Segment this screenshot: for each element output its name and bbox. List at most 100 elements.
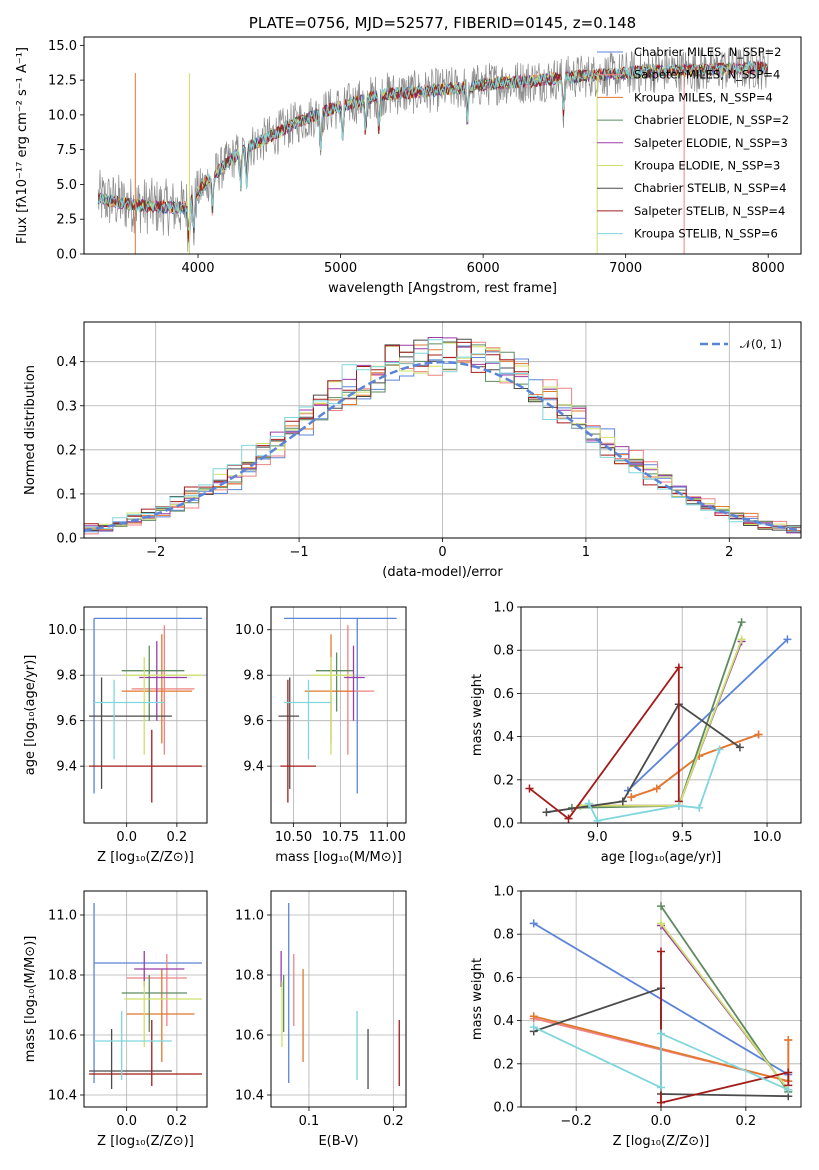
axes-frame [520,606,802,824]
panel-weight_vs_Z: −0.2 0.0 0.2 0.0 0.2 0.4 0.6 0.8 1.0 Z [log₁₀(Z/Z… [470,885,802,1149]
y-tick-label: 9.6 [243,714,264,729]
legend-label: Chabrier STELIB, N_SSP=4 [634,181,786,195]
weight-series-4 [576,637,746,810]
errorbar-point-1 [331,625,375,755]
y-tick-label: 0.4 [493,730,514,745]
errorbar-point-8 [94,679,165,760]
x-tick-label: 0.2 [167,830,188,845]
spectrum-plot-area [97,46,769,254]
weight-marker [529,919,538,928]
panel-residuals: −2 −1 0 1 2 0.0 0.1 0.2 0.3 0.4 (data-model)/error… [23,321,802,580]
errorbar-point-3 [316,652,354,712]
y-axis-label: age [log₁₀(age/yr)] [23,655,38,776]
axes-frame [520,890,802,1108]
weight-marker [657,902,665,911]
legend-label: Salpeter ELODIE, N_SSP=3 [634,136,788,150]
panel-age_vs_Z: 0.0 0.2 9.4 9.6 9.8 10.0 Z [log₁₀(Z/Z⊙)] age [l… [23,606,208,865]
x-axis-label: E(B-V) [318,1134,358,1149]
errorbar-point-2 [304,634,354,744]
x-tick-label: 0.2 [736,1114,757,1129]
weight-line [660,951,790,1104]
x-tick-label: 0.0 [116,1114,137,1129]
y-tick-label: 1.0 [493,885,514,900]
y-tick-label: 11.0 [48,909,77,924]
y-tick-label: 0.0 [56,532,77,547]
errorbar-plot-area [278,617,397,803]
x-tick-label: −0.2 [560,1114,592,1129]
x-axis-label: Z [log₁₀(Z/Z⊙)] [97,1134,194,1149]
weight-marker [737,618,746,627]
weight-marker [652,784,661,793]
y-tick-label: 0.2 [493,773,514,788]
y-tick-label: 10.8 [235,969,264,984]
model-spectrum-line-8 [97,61,768,231]
weight-marker [674,801,683,810]
spectrum-legend: Chabrier MILES, N_SSP=2 Salpeter MILES, N… [597,45,789,241]
weight-line [533,1026,789,1091]
y-tick-label: 0.0 [493,817,514,832]
y-axis-label: Flux [fλ10⁻¹⁷ erg cm⁻² s⁻¹ A⁻¹] [15,47,30,244]
x-tick-label: 0.0 [651,1114,672,1129]
weight-marker [529,1023,538,1032]
legend-label: Chabrier MILES, N_SSP=2 [634,45,781,59]
errorbar-point-5 [124,981,202,1047]
y-tick-label: 9.4 [243,760,264,775]
weight-marker [584,799,593,808]
weight-marker [618,797,627,806]
x-tick-label: −1 [290,545,309,560]
weight-marker [737,635,746,644]
x-tick-label: 0.2 [383,1114,404,1129]
y-tick-label: 0.0 [493,1101,514,1116]
histogram-legend: 𝒩(0, 1) [700,337,782,351]
x-tick-label: 5000 [324,261,357,276]
weight-marker [657,1029,665,1038]
weight-line [660,922,790,1091]
y-tick-label: 10.8 [48,969,77,984]
y-tick-label: 10.6 [235,1029,264,1044]
weight-series-5 [657,919,793,1094]
errorbar-point-4 [139,641,187,721]
weight-marker [674,663,683,672]
legend-label: Salpeter MILES, N_SSP=4 [634,68,780,82]
panel-spectrum: 4000 5000 6000 7000 8000 0.0 2.5 5.0 7.5 10.0 12.5… [15,14,802,296]
errorbar-point-0 [93,617,202,794]
y-tick-label: 0.6 [493,971,514,986]
y-tick-label: 9.6 [56,714,77,729]
x-tick-label: 10.0 [753,830,782,845]
errorbar-point-6 [89,677,172,789]
y-tick-label: 10.4 [235,1089,264,1104]
errorbar-point-5 [312,657,354,755]
errorbar-point-2 [126,969,195,1062]
errorbar-plot-area [89,617,202,803]
axes-frame [270,606,407,824]
chart-title: PLATE=0756, MJD=52577, FIBERID=0145, z=0… [249,14,636,32]
legend-label: Chabrier ELODIE, N_SSP=2 [634,113,789,127]
y-tick-label: 0.1 [56,487,77,502]
y-tick-label: 10.0 [48,108,77,123]
weight-marker [715,745,724,754]
errorbar-plot-area [280,903,400,1089]
panel-weight_vs_age: 9.0 9.5 10.0 0.0 0.2 0.4 0.6 0.8 1.0 age [log₁₀(a… [470,601,802,865]
y-tick-label: 10.0 [48,623,77,638]
x-tick-label: 0.2 [167,1114,188,1129]
x-tick-label: 10.50 [275,830,312,845]
x-axis-label: age [log₁₀(age/yr)] [601,850,722,865]
weight-marker [593,816,602,823]
y-tick-label: 1.0 [493,601,514,616]
model-spectrum-line-7 [97,61,769,239]
y-tick-label: 9.8 [56,669,77,684]
axes-frame [83,890,208,1108]
errorbar-point-0 [284,617,397,794]
y-axis-label: mass [log₁₀(M/M⊙)] [23,936,38,1063]
weight-marker [735,743,744,752]
x-tick-label: 0.1 [299,1114,320,1129]
x-axis-label: (data-model)/error [382,565,503,580]
legend-label: Kroupa MILES, N_SSP=4 [634,90,773,104]
weight-series-7 [525,663,683,823]
y-tick-label: 15.0 [48,39,77,54]
panel-age_vs_mass: 10.50 10.75 11.00 9.4 9.6 9.8 10.0 mass [log₁₀(… [235,606,407,865]
weight-series-6 [542,700,744,817]
x-tick-label: 9.0 [587,830,608,845]
y-tick-label: 0.8 [493,644,514,659]
weight-marker [627,793,636,802]
